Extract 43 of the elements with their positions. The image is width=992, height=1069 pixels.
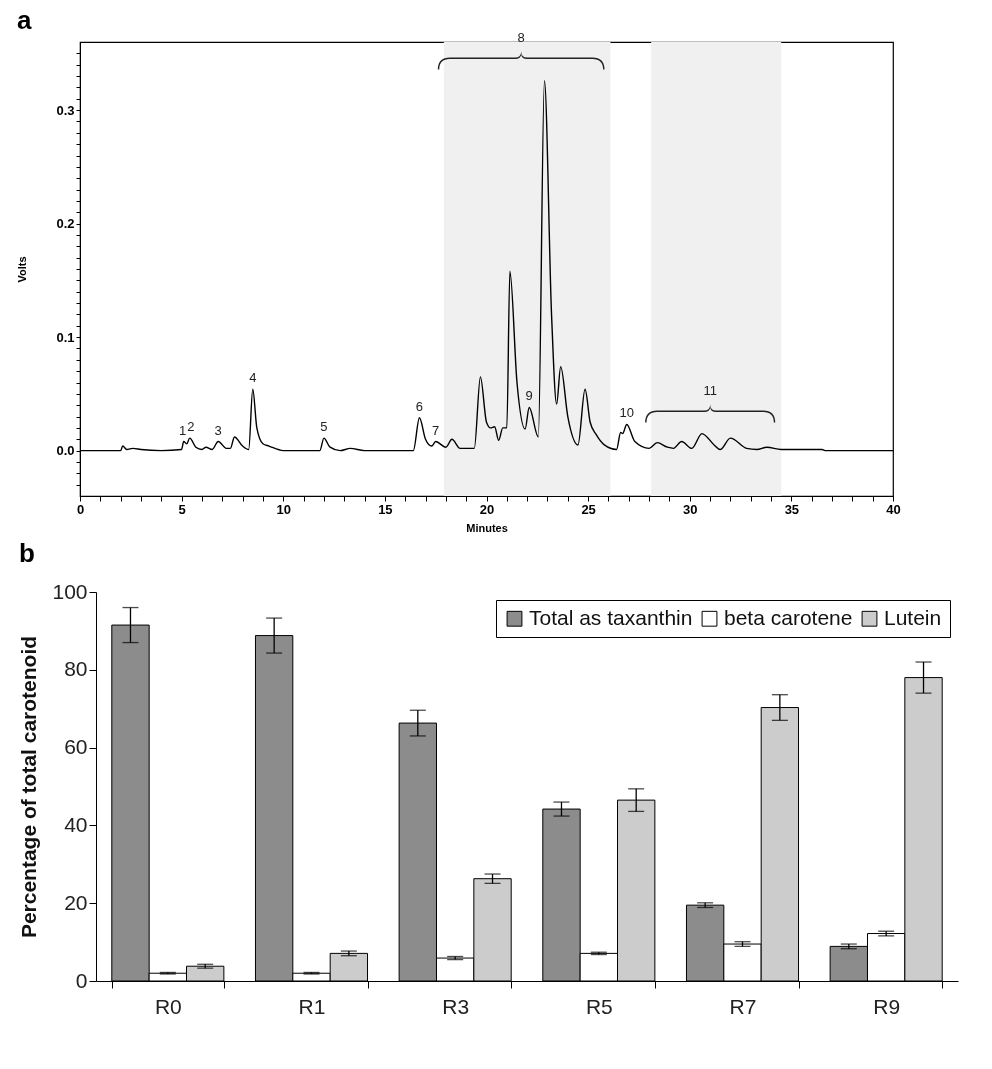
x-tick-label: R9 — [873, 994, 901, 1018]
x-tick-label: 5 — [178, 501, 186, 517]
band-label: 11 — [703, 382, 717, 398]
annotation: 6 — [415, 398, 424, 414]
annotation: 1 — [179, 422, 187, 438]
annotation: 2 — [187, 419, 195, 435]
x-tick-label: 40 — [886, 501, 901, 517]
y-axis-title: Volts — [16, 256, 29, 283]
legend-label: beta carotene — [724, 605, 853, 629]
x-tick-label: 20 — [479, 501, 495, 517]
y-tick-label: 0.0 — [56, 443, 75, 459]
annotation: 5 — [320, 419, 328, 435]
x-tick-label: 10 — [276, 501, 291, 517]
annotation: 7 — [432, 422, 440, 438]
legend-label: Total as taxanthin — [529, 605, 693, 629]
x-tick-label: 25 — [581, 501, 596, 517]
annotation: 4 — [249, 370, 257, 386]
legend-label: Lutein — [884, 605, 942, 629]
y-tick-label: 0.2 — [56, 216, 75, 232]
band-label: 8 — [517, 29, 525, 45]
x-tick-label: R0 — [154, 994, 182, 1018]
x-tick-label: 30 — [683, 501, 698, 517]
x-tick-label: R1 — [298, 994, 326, 1018]
annotation: 9 — [525, 388, 533, 404]
annotation: 10 — [619, 405, 634, 421]
x-tick-label: 15 — [378, 501, 393, 517]
x-tick-label: R7 — [729, 994, 757, 1018]
x-axis-title: Minutes — [466, 521, 508, 534]
y-tick-label: 40 — [64, 812, 88, 836]
x-tick-label: 35 — [784, 501, 800, 517]
annotation: 3 — [214, 422, 222, 438]
y-tick-label: 20 — [64, 890, 88, 914]
x-tick-label: R3 — [442, 994, 470, 1018]
y-tick-label: 60 — [64, 735, 88, 759]
y-axis-title: Percentage of total carotenoid — [17, 635, 41, 939]
y-tick-label: 0 — [75, 968, 88, 992]
chart-title: b — [18, 538, 35, 568]
y-tick-label: 80 — [64, 657, 88, 681]
y-tick-label: 0.3 — [56, 102, 75, 118]
y-tick-label: 100 — [52, 579, 88, 603]
chart-title: a — [16, 5, 32, 35]
x-tick-label: R5 — [585, 994, 613, 1018]
y-tick-label: 0.1 — [56, 329, 75, 345]
